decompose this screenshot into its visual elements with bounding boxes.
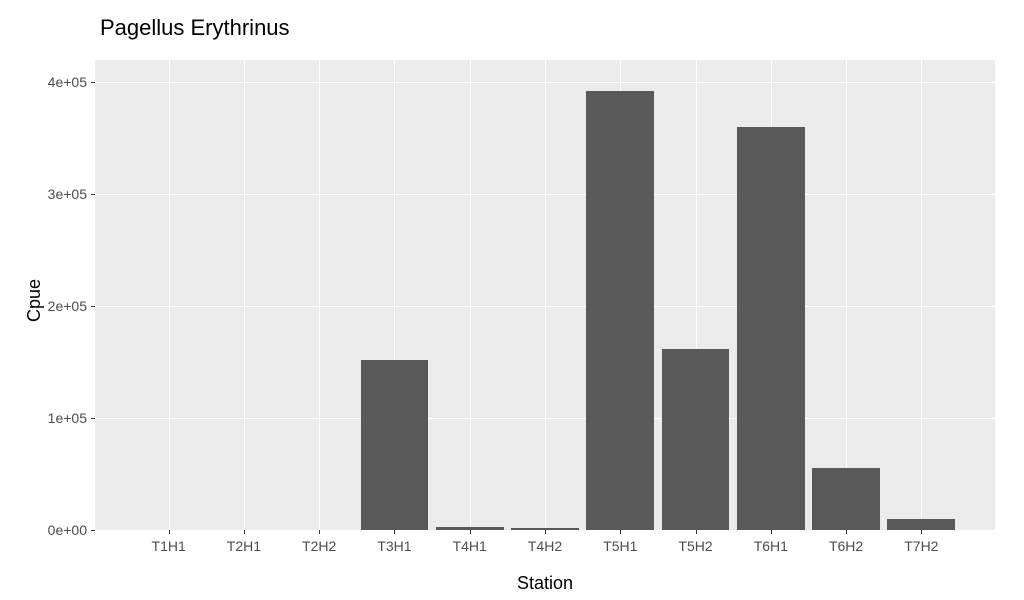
x-tick-label: T5H2 [658,538,733,554]
x-tick-mark [394,530,395,534]
gridline-v [545,60,546,530]
x-tick-label: T4H1 [432,538,507,554]
y-tick-label: 0e+00 [48,522,87,538]
y-tick-mark [91,194,95,195]
x-tick-label: T3H1 [357,538,432,554]
bar [662,349,730,530]
y-tick-label: 2e+05 [48,298,87,314]
y-tick-label: 3e+05 [48,186,87,202]
chart-title: Pagellus Erythrinus [100,15,290,41]
x-tick-label: T6H2 [808,538,883,554]
x-tick-label: T2H2 [282,538,357,554]
x-tick-label: T2H1 [206,538,281,554]
x-tick-mark [244,530,245,534]
x-tick-label: T6H1 [733,538,808,554]
gridline-v [244,60,245,530]
x-tick-mark [846,530,847,534]
x-tick-mark [620,530,621,534]
x-tick-label: T5H1 [583,538,658,554]
x-tick-mark [921,530,922,534]
x-tick-label: T7H2 [884,538,959,554]
x-tick-label: T4H2 [507,538,582,554]
x-tick-mark [470,530,471,534]
chart-container: Pagellus Erythrinus Cpue Station 0e+00 1e… [0,0,1024,600]
gridline-v [921,60,922,530]
bar [737,127,805,530]
x-tick-mark [771,530,772,534]
y-tick-mark [91,530,95,531]
plot-panel [95,60,995,530]
x-tick-mark [169,530,170,534]
gridline-v [169,60,170,530]
bar [887,519,955,530]
gridline-v [319,60,320,530]
bar [586,91,654,530]
bar [812,468,880,530]
y-tick-mark [91,82,95,83]
y-tick-label: 4e+05 [48,74,87,90]
x-tick-mark [545,530,546,534]
bar [361,360,429,530]
x-tick-label: T1H1 [131,538,206,554]
y-axis-label: Cpue [24,279,45,322]
x-axis-label: Station [95,573,995,594]
y-tick-mark [91,418,95,419]
y-tick-mark [91,306,95,307]
y-tick-label: 1e+05 [48,410,87,426]
x-tick-mark [319,530,320,534]
gridline-v [470,60,471,530]
gridline-v [846,60,847,530]
x-tick-mark [696,530,697,534]
